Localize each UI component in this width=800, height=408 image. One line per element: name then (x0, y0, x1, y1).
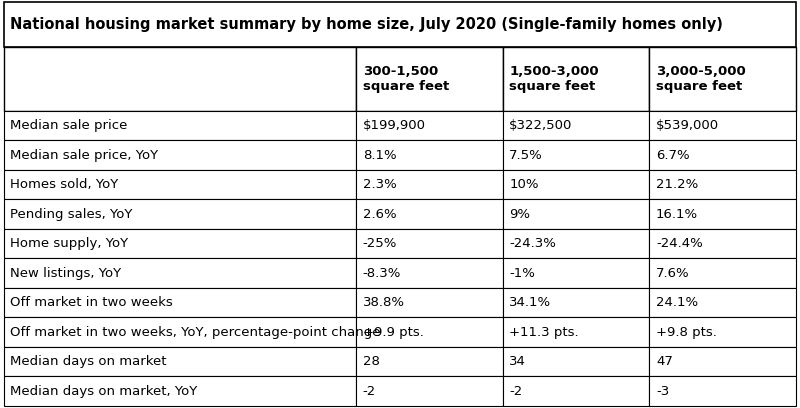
Bar (503, 200, 650, 229)
Text: -8.3%: -8.3% (363, 267, 402, 280)
Text: 6.7%: 6.7% (656, 149, 690, 162)
Text: $322,500: $322,500 (510, 119, 573, 132)
Bar (357, 170, 503, 200)
Bar (650, 140, 796, 170)
Text: Median sale price, YoY: Median sale price, YoY (10, 149, 158, 162)
Bar (503, 347, 650, 377)
Text: Off market in two weeks, YoY, percentage-point change: Off market in two weeks, YoY, percentage… (10, 326, 381, 339)
Bar (650, 229, 796, 258)
Bar (503, 258, 650, 288)
Text: 3,000-5,000
square feet: 3,000-5,000 square feet (656, 65, 746, 93)
Bar (650, 317, 796, 347)
Bar (4, 140, 357, 170)
Bar (4, 317, 357, 347)
Text: 9%: 9% (510, 208, 530, 221)
Text: +9.9 pts.: +9.9 pts. (363, 326, 424, 339)
Text: +11.3 pts.: +11.3 pts. (510, 326, 579, 339)
Bar (357, 111, 503, 140)
Text: Median sale price: Median sale price (10, 119, 128, 132)
Text: -1%: -1% (510, 267, 535, 280)
Text: Median days on market: Median days on market (10, 355, 167, 368)
Text: +9.8 pts.: +9.8 pts. (656, 326, 717, 339)
Bar (4, 229, 357, 258)
Bar (357, 200, 503, 229)
Text: Homes sold, YoY: Homes sold, YoY (10, 178, 118, 191)
Text: 1,500-3,000
square feet: 1,500-3,000 square feet (510, 65, 599, 93)
Text: Pending sales, YoY: Pending sales, YoY (10, 208, 133, 221)
Bar (650, 258, 796, 288)
Text: 34: 34 (510, 355, 526, 368)
Bar (4, 200, 357, 229)
Bar (650, 377, 796, 406)
Text: Off market in two weeks: Off market in two weeks (10, 296, 173, 309)
Text: New listings, YoY: New listings, YoY (10, 267, 122, 280)
Bar (357, 347, 503, 377)
Text: 8.1%: 8.1% (363, 149, 397, 162)
Bar (357, 229, 503, 258)
Text: 24.1%: 24.1% (656, 296, 698, 309)
Bar (4, 347, 357, 377)
Text: -24.3%: -24.3% (510, 237, 556, 250)
Text: 300-1,500
square feet: 300-1,500 square feet (363, 65, 449, 93)
Text: 7.6%: 7.6% (656, 267, 690, 280)
Bar (357, 258, 503, 288)
Bar (4, 377, 357, 406)
Bar (4, 47, 357, 111)
Text: $199,900: $199,900 (363, 119, 426, 132)
Bar (503, 229, 650, 258)
Text: $539,000: $539,000 (656, 119, 719, 132)
Bar (503, 170, 650, 200)
Bar (503, 317, 650, 347)
Text: 38.8%: 38.8% (363, 296, 405, 309)
Bar (503, 47, 650, 111)
Bar (650, 111, 796, 140)
Text: -2: -2 (510, 385, 522, 398)
Text: 2.6%: 2.6% (363, 208, 397, 221)
Bar (357, 47, 503, 111)
Bar (650, 47, 796, 111)
Bar (4, 288, 357, 317)
Text: -3: -3 (656, 385, 669, 398)
Bar (4, 2, 796, 47)
Text: 10%: 10% (510, 178, 539, 191)
Bar (503, 377, 650, 406)
Bar (503, 288, 650, 317)
Text: National housing market summary by home size, July 2020 (Single-family homes onl: National housing market summary by home … (10, 17, 723, 32)
Text: -24.4%: -24.4% (656, 237, 702, 250)
Bar (650, 170, 796, 200)
Bar (357, 140, 503, 170)
Bar (650, 288, 796, 317)
Bar (650, 200, 796, 229)
Bar (503, 140, 650, 170)
Text: Home supply, YoY: Home supply, YoY (10, 237, 129, 250)
Text: 7.5%: 7.5% (510, 149, 543, 162)
Bar (4, 111, 357, 140)
Bar (650, 347, 796, 377)
Text: 28: 28 (363, 355, 380, 368)
Bar (4, 170, 357, 200)
Text: -25%: -25% (363, 237, 398, 250)
Text: 2.3%: 2.3% (363, 178, 397, 191)
Bar (4, 258, 357, 288)
Bar (357, 288, 503, 317)
Text: Median days on market, YoY: Median days on market, YoY (10, 385, 198, 398)
Text: -2: -2 (363, 385, 376, 398)
Bar (503, 111, 650, 140)
Text: 16.1%: 16.1% (656, 208, 698, 221)
Bar (357, 317, 503, 347)
Text: 21.2%: 21.2% (656, 178, 698, 191)
Text: 47: 47 (656, 355, 673, 368)
Text: 34.1%: 34.1% (510, 296, 551, 309)
Bar (357, 377, 503, 406)
